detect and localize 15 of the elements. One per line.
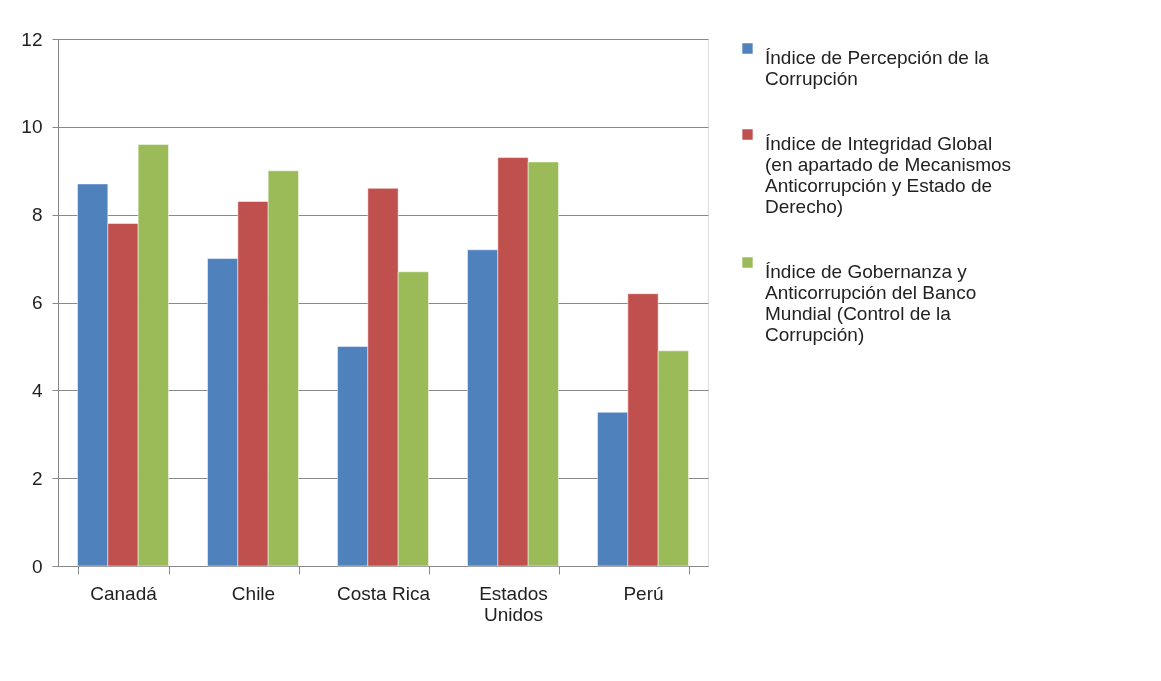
y-tick-label: 4 xyxy=(31,379,43,401)
y-tick-label: 12 xyxy=(21,28,43,50)
x-tick-label: Canadá xyxy=(90,582,158,604)
y-tick-label: 8 xyxy=(31,204,43,226)
y-tick-label: 10 xyxy=(21,116,43,138)
legend-label: Índice de Integridad Global (en apartado de Mecanismos Anticorrupción y Estado de Derecho) xyxy=(765,132,1012,217)
y-tick-label: 6 xyxy=(31,292,43,313)
y-tick-label: 0 xyxy=(31,555,43,577)
x-tick-label: Perú xyxy=(623,582,664,604)
legend-label: Índice de Percepción de la Corrupción xyxy=(765,46,990,89)
legend-label: Índice de Gobernanza y Anticorrupción del Banco Mundial (Control de la Corrupción) xyxy=(765,260,977,345)
x-tick-label: Chile xyxy=(231,582,276,604)
x-tick-label: Costa Rica xyxy=(337,582,431,604)
y-tick-label: 2 xyxy=(31,467,43,489)
x-tick-label: Estados Unidos xyxy=(479,582,548,625)
